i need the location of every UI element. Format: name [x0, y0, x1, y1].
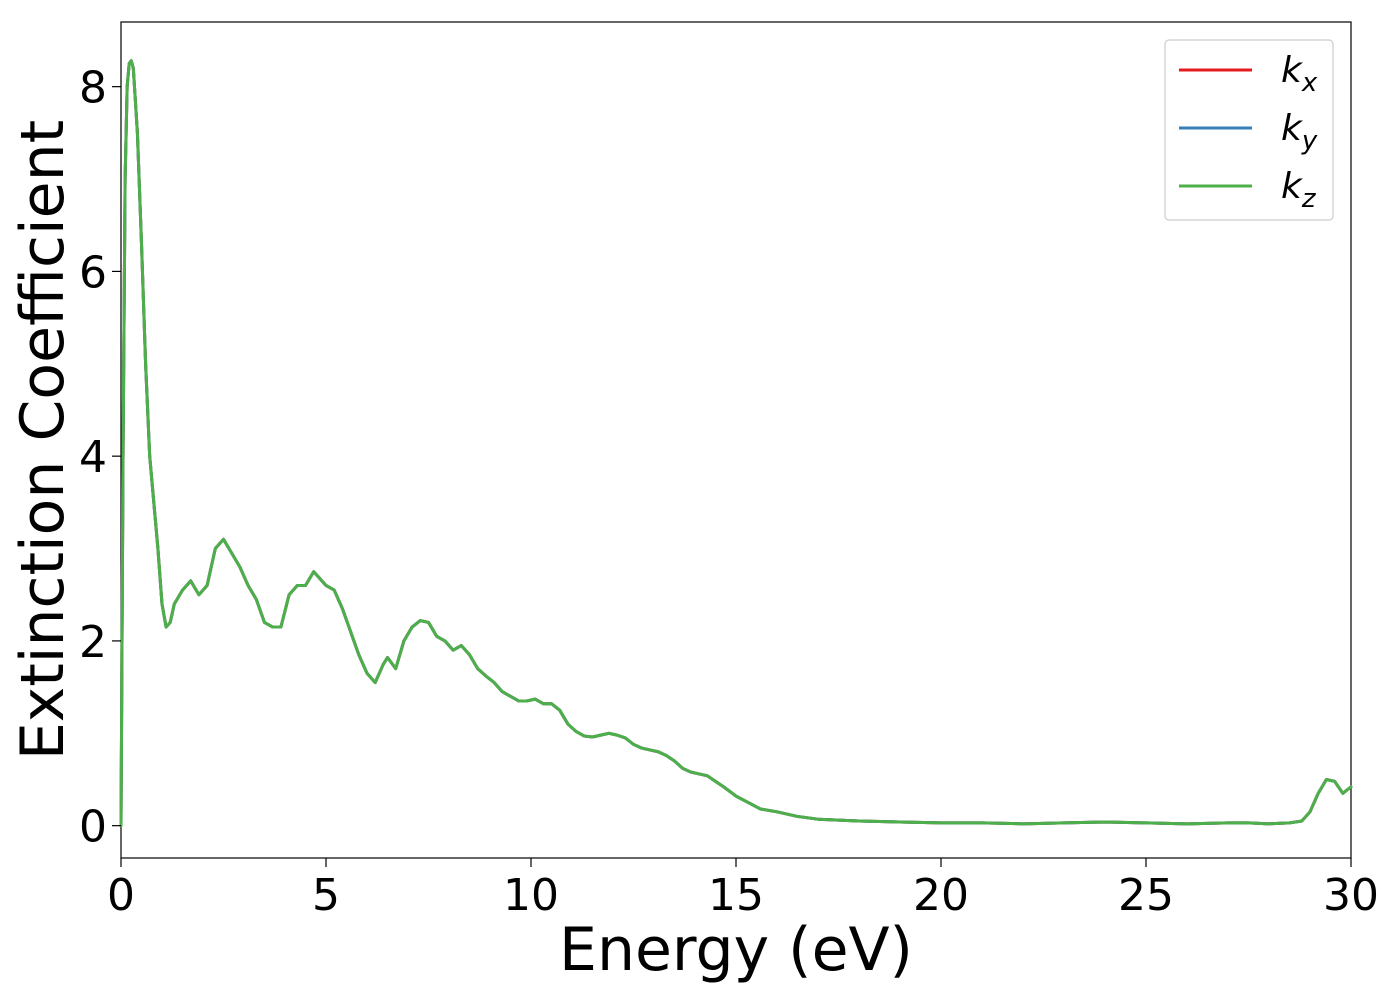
series-layer: [119, 59, 1353, 828]
x-axis-label: Energy (eV): [559, 915, 913, 985]
x-tick-label: 10: [503, 870, 559, 921]
x-tick-label: 5: [312, 870, 340, 921]
legend-label-ky: ky: [1281, 108, 1318, 156]
legend-label-base: k: [1281, 108, 1304, 149]
legend-label-subscript: z: [1301, 184, 1317, 214]
series-line-kz: [119, 59, 1353, 828]
x-tick-label: 25: [1118, 870, 1174, 921]
y-tick-label: 8: [79, 63, 107, 114]
legend-frame: [1164, 39, 1334, 221]
y-axis-ticks: 0 2 4 6 8: [79, 63, 121, 853]
y-tick-label: 4: [79, 432, 107, 483]
y-axis-label: Extinction Coefficient: [8, 120, 78, 760]
y-tick-label: 6: [79, 247, 107, 298]
legend-label-kx: kx: [1281, 50, 1318, 98]
x-tick-label: 0: [107, 870, 135, 921]
y-tick-label: 0: [79, 802, 107, 853]
legend-label-kz: kz: [1281, 166, 1317, 214]
x-tick-label: 30: [1323, 870, 1379, 921]
legend-label-subscript: y: [1301, 126, 1318, 156]
x-tick-label: 20: [913, 870, 969, 921]
legend-label-subscript: x: [1301, 68, 1318, 98]
legend-label-base: k: [1281, 50, 1304, 91]
x-axis-ticks: 0 5 10 15 20 25 30: [107, 858, 1379, 921]
y-tick-label: 2: [79, 617, 107, 668]
x-tick-label: 15: [708, 870, 764, 921]
legend-label-base: k: [1281, 166, 1304, 207]
